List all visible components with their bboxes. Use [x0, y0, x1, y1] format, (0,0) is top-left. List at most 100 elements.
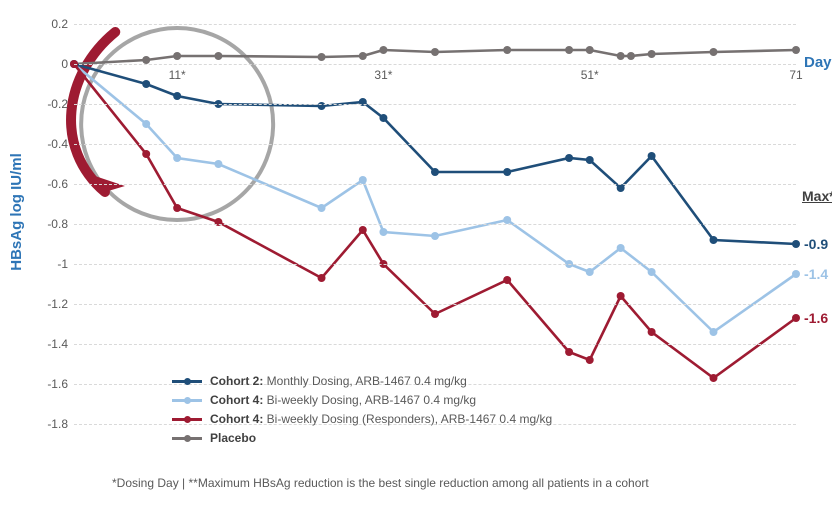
- legend-row-cohort4r: Cohort 4: Bi-weekly Dosing (Responders),…: [172, 410, 552, 428]
- legend-line-icon: [172, 418, 202, 421]
- x-tick-label: 11*: [169, 68, 186, 82]
- marker-cohort4: [142, 120, 150, 128]
- marker-placebo: [173, 52, 181, 60]
- marker-placebo: [648, 50, 656, 58]
- marker-cohort4r: [792, 314, 800, 322]
- marker-placebo: [503, 46, 511, 54]
- marker-cohort4: [648, 268, 656, 276]
- marker-cohort4: [379, 228, 387, 236]
- gridline: [74, 24, 796, 25]
- y-tick-label: -1.2: [32, 297, 68, 311]
- marker-cohort2: [648, 152, 656, 160]
- legend-marker-icon: [184, 435, 191, 442]
- y-tick-label: -0.8: [32, 217, 68, 231]
- gridline: [74, 144, 796, 145]
- marker-cohort4r: [318, 274, 326, 282]
- y-axis-label: HBsAg log IU/ml: [8, 153, 25, 271]
- marker-cohort2: [709, 236, 717, 244]
- legend-marker-icon: [184, 397, 191, 404]
- marker-placebo: [142, 56, 150, 64]
- marker-cohort2: [586, 156, 594, 164]
- legend-label: Cohort 2: Monthly Dosing, ARB-1467 0.4 m…: [210, 372, 467, 390]
- gridline: [74, 344, 796, 345]
- marker-cohort4r: [586, 356, 594, 364]
- marker-cohort4: [318, 204, 326, 212]
- max-header: Max**: [802, 188, 832, 204]
- marker-cohort4r: [359, 226, 367, 234]
- gridline: [74, 224, 796, 225]
- marker-cohort4: [709, 328, 717, 336]
- marker-cohort4: [586, 268, 594, 276]
- legend-line-icon: [172, 399, 202, 402]
- legend-row-cohort4: Cohort 4: Bi-weekly Dosing, ARB-1467 0.4…: [172, 391, 552, 409]
- marker-placebo: [627, 52, 635, 60]
- y-tick-label: -0.2: [32, 97, 68, 111]
- marker-cohort2: [617, 184, 625, 192]
- legend-label: Cohort 4: Bi-weekly Dosing, ARB-1467 0.4…: [210, 391, 476, 409]
- legend-line-icon: [172, 437, 202, 440]
- y-tick-label: -1: [32, 257, 68, 271]
- marker-placebo: [565, 46, 573, 54]
- legend-label: Cohort 4: Bi-weekly Dosing (Responders),…: [210, 410, 552, 428]
- gridline: [74, 304, 796, 305]
- marker-cohort2: [142, 80, 150, 88]
- marker-cohort4r: [503, 276, 511, 284]
- marker-cohort4: [503, 216, 511, 224]
- marker-cohort2: [173, 92, 181, 100]
- marker-cohort4r: [648, 328, 656, 336]
- gridline: [74, 104, 796, 105]
- legend: Cohort 2: Monthly Dosing, ARB-1467 0.4 m…: [172, 372, 552, 448]
- marker-placebo: [617, 52, 625, 60]
- legend-marker-icon: [184, 416, 191, 423]
- marker-cohort2: [503, 168, 511, 176]
- marker-cohort4: [617, 244, 625, 252]
- marker-cohort4: [173, 154, 181, 162]
- marker-placebo: [709, 48, 717, 56]
- plot-area: 0.20-0.2-0.4-0.6-0.8-1-1.2-1.4-1.6-1.811…: [74, 24, 796, 424]
- marker-cohort4r: [142, 150, 150, 158]
- final-value-cohort4: -1.4: [804, 266, 828, 282]
- marker-cohort4: [214, 160, 222, 168]
- x-tick-label: 71: [789, 68, 802, 82]
- marker-placebo: [379, 46, 387, 54]
- marker-cohort4r: [709, 374, 717, 382]
- final-value-cohort2: -0.9: [804, 236, 828, 252]
- footnote: *Dosing Day | **Maximum HBsAg reduction …: [112, 476, 649, 490]
- x-axis-label: Days: [804, 54, 832, 71]
- marker-cohort4r: [173, 204, 181, 212]
- y-tick-label: -0.6: [32, 177, 68, 191]
- x-tick-label: 31*: [374, 68, 392, 82]
- legend-line-icon: [172, 380, 202, 383]
- marker-cohort4: [792, 270, 800, 278]
- final-value-cohort4r: -1.6: [804, 310, 828, 326]
- chart-stage: HBsAg log IU/ml 0.20-0.2-0.4-0.6-0.8-1-1…: [0, 0, 832, 515]
- marker-cohort4r: [617, 292, 625, 300]
- y-tick-label: -1.4: [32, 337, 68, 351]
- legend-marker-icon: [184, 378, 191, 385]
- marker-cohort4: [431, 232, 439, 240]
- legend-row-cohort2: Cohort 2: Monthly Dosing, ARB-1467 0.4 m…: [172, 372, 552, 390]
- marker-cohort2: [565, 154, 573, 162]
- marker-cohort2: [379, 114, 387, 122]
- marker-cohort4: [359, 176, 367, 184]
- legend-label: Placebo: [210, 429, 256, 447]
- marker-placebo: [792, 46, 800, 54]
- y-tick-label: -1.6: [32, 377, 68, 391]
- marker-placebo: [214, 52, 222, 60]
- marker-cohort2: [431, 168, 439, 176]
- y-tick-label: -1.8: [32, 417, 68, 431]
- marker-placebo: [318, 53, 326, 61]
- marker-cohort4r: [565, 348, 573, 356]
- gridline: [74, 184, 796, 185]
- marker-cohort2: [792, 240, 800, 248]
- marker-placebo: [586, 46, 594, 54]
- marker-placebo: [431, 48, 439, 56]
- x-tick-label: 51*: [581, 68, 599, 82]
- series-cohort2: [74, 64, 796, 244]
- gridline: [74, 264, 796, 265]
- y-tick-label: -0.4: [32, 137, 68, 151]
- legend-row-placebo: Placebo: [172, 429, 552, 447]
- gridline: [74, 64, 796, 65]
- marker-cohort4r: [431, 310, 439, 318]
- y-tick-label: 0.2: [32, 17, 68, 31]
